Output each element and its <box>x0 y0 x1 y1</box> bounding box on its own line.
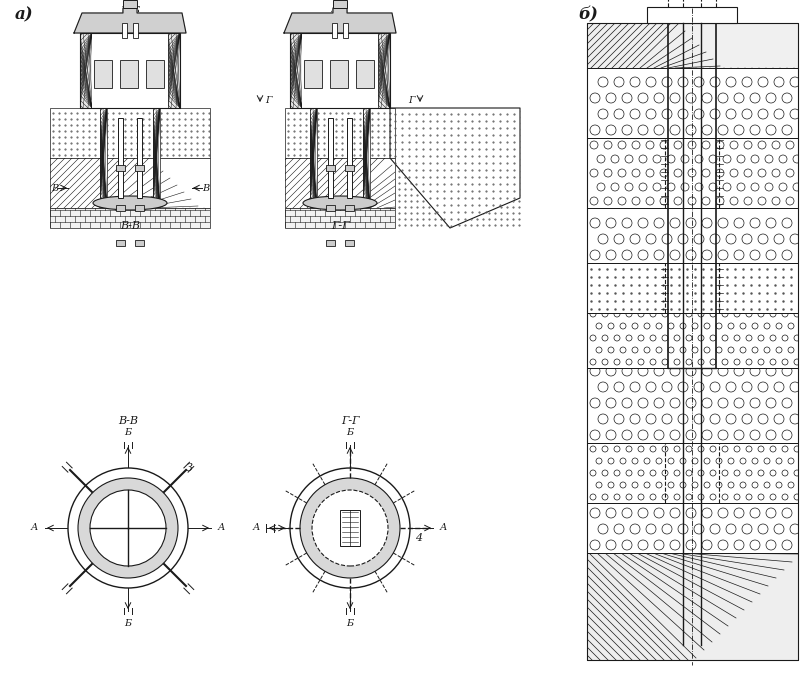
Bar <box>587 23 798 68</box>
Circle shape <box>290 468 410 588</box>
Text: А: А <box>253 524 260 533</box>
Bar <box>345 240 354 246</box>
Bar <box>100 108 107 208</box>
Bar <box>116 165 125 171</box>
Bar <box>302 33 378 108</box>
Bar <box>587 368 798 443</box>
Text: Б: Б <box>124 428 132 437</box>
Bar <box>310 108 317 208</box>
Bar <box>135 165 144 171</box>
Text: 4: 4 <box>415 533 422 543</box>
Text: Г-Г: Г-Г <box>330 221 349 231</box>
Bar <box>345 165 354 171</box>
Bar <box>285 208 395 228</box>
Circle shape <box>312 490 388 566</box>
Ellipse shape <box>303 196 377 210</box>
Bar <box>587 138 798 208</box>
Bar <box>587 443 798 503</box>
Bar <box>326 165 335 171</box>
Bar <box>363 108 370 208</box>
Bar <box>50 158 210 208</box>
Circle shape <box>68 468 188 588</box>
Text: 3: 3 <box>186 463 193 473</box>
Polygon shape <box>284 8 396 33</box>
Bar <box>285 158 395 208</box>
Bar <box>328 118 333 198</box>
Bar <box>122 23 127 38</box>
Bar <box>290 33 390 108</box>
Bar <box>153 108 160 208</box>
Bar <box>587 208 798 263</box>
Bar <box>80 33 180 108</box>
Bar <box>340 510 360 546</box>
Text: а): а) <box>15 6 34 23</box>
Bar <box>137 118 142 198</box>
Text: Г: Г <box>408 96 415 105</box>
Bar <box>146 60 164 88</box>
Text: В-В: В-В <box>120 221 140 231</box>
Bar <box>168 33 180 108</box>
Circle shape <box>300 478 400 578</box>
Polygon shape <box>390 108 520 228</box>
Bar <box>304 60 322 88</box>
Bar <box>332 23 337 38</box>
Bar <box>94 60 112 88</box>
Bar <box>378 33 390 108</box>
Bar <box>587 68 798 138</box>
Text: А: А <box>218 524 225 533</box>
Bar <box>330 60 348 88</box>
Bar <box>50 208 210 228</box>
Bar <box>116 205 125 211</box>
Bar <box>326 240 335 246</box>
Bar <box>133 23 138 38</box>
Bar <box>587 23 798 660</box>
Text: Б: Б <box>347 619 354 628</box>
Text: А-А: А-А <box>330 6 350 16</box>
Bar <box>390 108 520 228</box>
Text: Г: Г <box>266 96 272 105</box>
Ellipse shape <box>93 196 167 210</box>
Bar <box>118 118 123 198</box>
Text: Б-Б: Б-Б <box>120 6 140 16</box>
Text: Г-Г: Г-Г <box>341 416 360 426</box>
Bar <box>285 108 395 158</box>
Bar <box>135 205 144 211</box>
Bar <box>587 263 798 313</box>
Bar <box>92 33 168 108</box>
Text: А: А <box>440 524 448 533</box>
Bar <box>80 33 92 108</box>
Text: Б: Б <box>347 428 354 437</box>
Text: б): б) <box>578 6 598 23</box>
Bar <box>123 0 137 8</box>
Text: Б: Б <box>124 619 132 628</box>
Text: В: В <box>202 184 209 193</box>
Text: В: В <box>51 184 58 193</box>
Polygon shape <box>74 8 186 33</box>
Bar <box>290 33 302 108</box>
Bar <box>120 60 138 88</box>
Text: А: А <box>31 524 38 533</box>
Bar <box>135 240 144 246</box>
Bar <box>333 0 347 8</box>
Bar <box>347 118 352 198</box>
Bar <box>647 7 737 23</box>
Bar <box>345 205 354 211</box>
Bar <box>356 60 374 88</box>
Text: В-В: В-В <box>118 416 138 426</box>
Polygon shape <box>390 108 520 228</box>
Circle shape <box>90 490 166 566</box>
Bar <box>587 553 798 660</box>
Bar <box>587 313 798 368</box>
Bar <box>50 108 210 158</box>
Bar <box>116 240 125 246</box>
Bar <box>343 23 348 38</box>
Bar <box>326 205 335 211</box>
Circle shape <box>78 478 178 578</box>
Bar <box>587 503 798 553</box>
